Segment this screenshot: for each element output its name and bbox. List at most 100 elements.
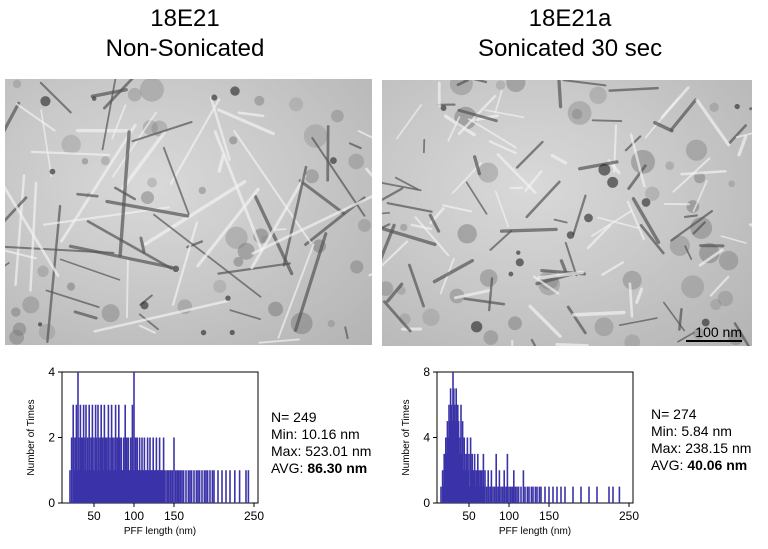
- stain-blob: [479, 269, 498, 287]
- dark-spot: [566, 231, 575, 239]
- fibril: [326, 125, 330, 182]
- stain-blob: [686, 200, 700, 213]
- fibril: [396, 104, 422, 140]
- stain-blob: [327, 320, 335, 328]
- dark-spot: [440, 105, 447, 111]
- fibril: [138, 313, 159, 331]
- fibril: [5, 101, 21, 133]
- histogram-bar: [612, 486, 614, 503]
- dark-spot: [470, 321, 483, 333]
- stain-blob: [694, 172, 706, 184]
- histogram-bar: [179, 470, 182, 503]
- histogram-bar: [103, 404, 106, 503]
- histogram-bar: [79, 404, 82, 503]
- stain-blob: [303, 124, 328, 148]
- histogram-bar: [107, 404, 110, 503]
- fibril: [237, 111, 265, 118]
- fibril: [530, 338, 537, 346]
- histogram-bar: [123, 470, 126, 503]
- histogram-bar: [497, 486, 500, 503]
- micrograph-non-sonicated: [5, 79, 372, 345]
- fibril: [5, 196, 28, 223]
- histogram-bar: [532, 486, 534, 503]
- fibril: [533, 275, 560, 295]
- histogram-bar: [245, 470, 247, 503]
- stain-blob: [681, 275, 705, 299]
- histogram-bar: [528, 486, 530, 503]
- histogram-bar: [608, 486, 610, 503]
- fibril: [494, 190, 510, 228]
- panel-title-sonicated: 18E21a Sonicated 30 sec: [410, 4, 730, 64]
- fibril: [169, 98, 221, 185]
- dark-spot: [225, 295, 231, 301]
- histogram-sonicated: 0 4 8 50 100 150 250 PFF length (nm) Number of T…: [385, 360, 645, 549]
- stain-blob: [9, 329, 25, 345]
- scale-bar: [686, 340, 742, 342]
- histogram-bar: [505, 486, 508, 503]
- stain-blob: [81, 158, 89, 165]
- fibril: [660, 86, 690, 119]
- fibril: [559, 259, 568, 273]
- histogram-bar: [484, 470, 486, 503]
- histogram-bar: [496, 486, 498, 503]
- stat-avg-label: AVG:: [651, 457, 688, 473]
- fibril: [410, 223, 433, 231]
- stat-max: Max: 523.01 nm: [271, 443, 372, 459]
- stain-blob: [685, 139, 708, 161]
- fibril: [368, 272, 372, 277]
- fibril: [111, 104, 127, 140]
- fibril: [217, 108, 275, 136]
- histogram-bar: [99, 437, 102, 503]
- dark-spot: [584, 213, 593, 223]
- stain-blob: [645, 186, 660, 201]
- histogram-bar: [83, 470, 86, 503]
- scale-bar-label: 100 nm: [695, 324, 742, 340]
- x-tick-label: 50: [462, 509, 476, 523]
- fibril: [572, 194, 587, 236]
- histogram-bar: [163, 470, 166, 503]
- histogram-chart: 0 4 8 50 100 150 250 PFF length (nm) Number of T…: [401, 365, 639, 537]
- fibril: [357, 130, 372, 139]
- histogram-bar: [95, 437, 98, 503]
- dark-spot: [734, 103, 740, 110]
- histogram-bar: [75, 404, 78, 503]
- stat-avg: AVG: 86.30 nm: [271, 460, 371, 477]
- histogram-bar: [509, 486, 512, 503]
- stain-blob: [225, 226, 248, 249]
- fibril: [735, 132, 752, 139]
- histogram-bar: [471, 453, 473, 503]
- histogram-bar: [514, 486, 517, 503]
- fibril: [277, 243, 315, 339]
- histogram-bar: [513, 470, 515, 503]
- fibril: [473, 80, 488, 84]
- stain-blob: [348, 153, 365, 170]
- histogram-bar: [238, 470, 241, 503]
- histogram-bar: [465, 470, 467, 503]
- fibril: [447, 116, 461, 142]
- y-tick-label: 4: [423, 431, 430, 445]
- histogram-bar: [206, 470, 209, 503]
- dark-spot: [515, 258, 524, 267]
- stain-blob: [140, 191, 154, 205]
- fibril: [45, 289, 100, 309]
- stain-blob: [237, 242, 255, 260]
- stain-blob: [139, 79, 164, 102]
- y-tick-label: 4: [48, 365, 55, 379]
- fibril: [525, 180, 561, 219]
- stain-blob: [37, 265, 49, 277]
- fibril: [73, 310, 98, 320]
- fibril: [443, 114, 476, 137]
- fibril: [274, 228, 287, 231]
- fibril: [737, 135, 748, 157]
- histogram-bar: [201, 470, 203, 503]
- histogram-bar: [548, 486, 550, 503]
- fibril: [484, 109, 525, 119]
- histogram-bar: [538, 486, 541, 503]
- histogram-bar: [198, 470, 201, 503]
- fibril: [213, 130, 263, 252]
- stat-avg-value: 86.30 nm: [307, 460, 368, 476]
- fibril: [709, 275, 730, 297]
- fibril: [101, 79, 117, 151]
- histogram-bar: [552, 486, 554, 503]
- dark-spot: [172, 265, 180, 273]
